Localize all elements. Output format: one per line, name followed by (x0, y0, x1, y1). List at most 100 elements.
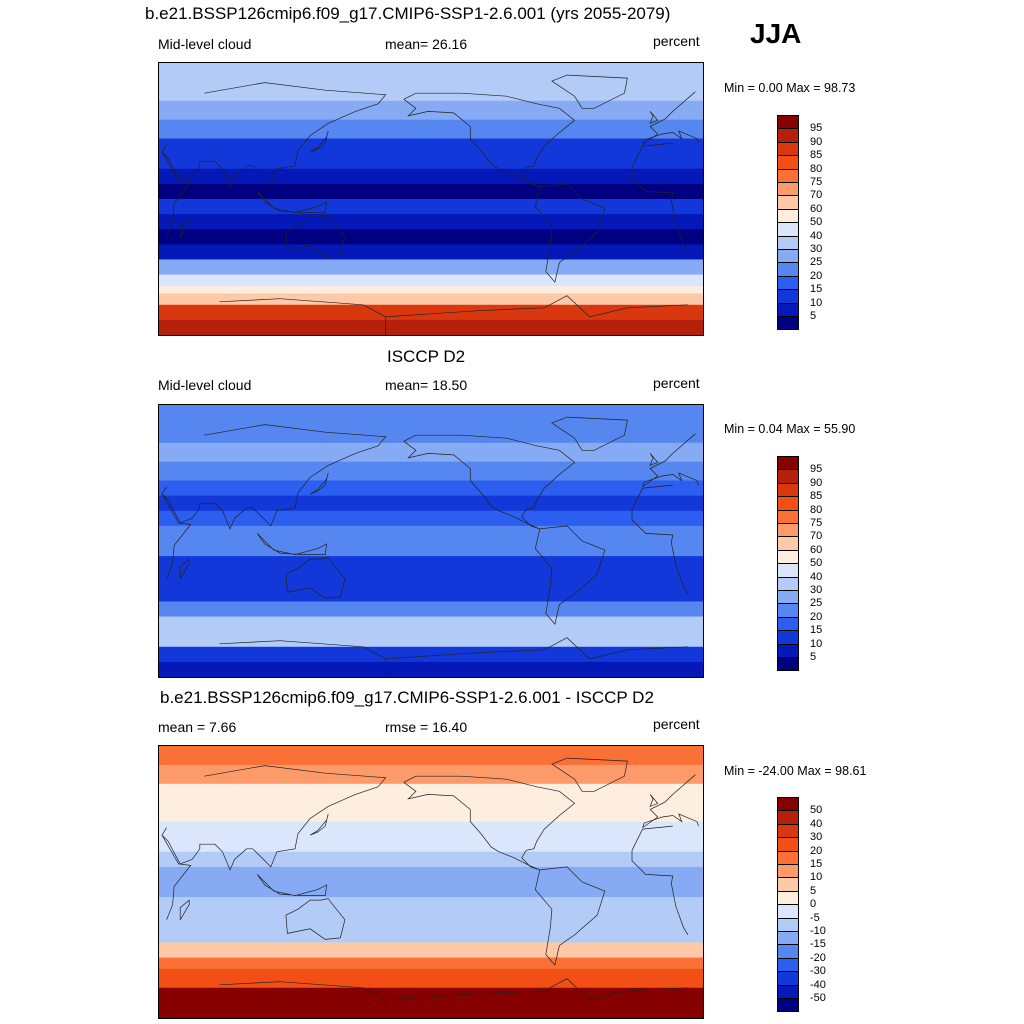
panel-3-colorbar-box-6 (777, 877, 799, 892)
panel-2-zonal-band--60 (159, 627, 703, 636)
panel-1-colorbar-box-0 (777, 115, 799, 129)
panel-3-zonal-band--85 (159, 1002, 703, 1018)
panel-2-coastline-3-0 (403, 434, 576, 530)
panel-1-colorbar-box-5 (777, 182, 799, 196)
panel-1-zonal-band--35 (159, 244, 703, 260)
panel-3-zonal-band-15 (159, 851, 703, 868)
panel-3-zonal-band--60 (159, 968, 703, 977)
panel-3-colorbar-box-10 (777, 931, 799, 945)
panel-2-colorbar-tick-label: 15 (810, 624, 823, 637)
panel-3-colorbar-tick-label: 50 (810, 804, 823, 817)
panel-2-zonal-band--5 (159, 541, 703, 557)
panel-2-coastline-6-1 (219, 640, 387, 677)
panel-1-title: b.e21.BSSP126cmip6.f09_g17.CMIP6-SSP1-2.… (145, 4, 671, 23)
panel-3-colorbar-box-0 (777, 797, 799, 811)
panel-2-colorbar-box-15 (777, 657, 799, 671)
panel-2-coastline-0-1 (161, 424, 387, 530)
panel-3-coastline-1-1 (161, 835, 192, 920)
season-label: JJA (750, 18, 802, 49)
panel-1-coastline-0-0 (642, 91, 696, 145)
panel-2-coastline-0-2 (642, 472, 699, 487)
panel-1-coastline-6-0 (385, 295, 688, 318)
panel-3-zonal-band--5 (159, 882, 703, 898)
panel-2-coastline-4-0 (534, 525, 606, 625)
panel-3-colorbar-tick-label: -20 (810, 951, 826, 964)
panel-2-colorbar-tick-label: 50 (810, 557, 823, 570)
panel-1-coastline-2-0 (285, 215, 346, 257)
panel-1-coastline-1-1 (161, 152, 192, 237)
panel-1-colorbar-tick-label: 25 (810, 256, 823, 269)
panel-1-map (158, 62, 704, 336)
panel-2-colorbar-box-5 (777, 523, 799, 537)
panel-2-title: ISCCP D2 (387, 347, 466, 366)
panel-3-coastline-3-0 (403, 775, 576, 871)
panel-2-zonal-band-25 (159, 495, 703, 512)
panel-2-colorbar-tick-label: 85 (810, 490, 823, 503)
panel-2-zonal-band--15 (159, 556, 703, 572)
panel-2-colorbar-box-1 (777, 469, 799, 484)
panel-2-mean-label: mean= 18.50 (385, 377, 468, 393)
panel-2-zonal-band--55 (159, 616, 703, 629)
panel-1-zonal-band--85 (159, 319, 703, 335)
panel-3-colorbar-box-11 (777, 944, 799, 959)
panel-2-coastline-0-0 (642, 433, 696, 487)
panel-2-zonal-band--35 (159, 586, 703, 602)
panel-3-zonal-band-35 (159, 821, 703, 838)
panel-2-zonal-band--25 (159, 571, 703, 587)
panel-1-colorbar-tick-label: 5 (810, 310, 817, 322)
panel-2-coastline-7-0 (309, 472, 329, 495)
panel-1-coastline-9-0 (179, 216, 190, 237)
panel-3-coastline-6-1 (219, 981, 387, 1018)
panel-3-colorbar-tick-label: -10 (810, 925, 826, 937)
panel-2-colorbar-tick-label: 40 (810, 570, 823, 583)
panel-1-colorbar-tick-label: 40 (810, 229, 823, 242)
panel-3-title: b.e21.BSSP126cmip6.f09_g17.CMIP6-SSP1-2.… (160, 688, 654, 707)
panel-1-zonal-band--15 (159, 214, 703, 230)
panel-2-zonal-band--45 (159, 601, 703, 618)
panel-2-colorbar-tick-label: 25 (810, 597, 823, 610)
panel-1-zonal-band--5 (159, 199, 703, 215)
panel-1-zonal-band-45 (159, 119, 703, 140)
panel-1-zonal-band--45 (159, 259, 703, 276)
panel-3-rmse-label: rmse = 16.40 (385, 719, 468, 735)
panel-2-colorbar-tick-label: 10 (810, 637, 823, 650)
panel-1-variable-label: Mid-level cloud (158, 36, 252, 52)
panel-3-colorbar-box-9 (777, 917, 799, 932)
panel-2-colorbar-box-3 (777, 496, 799, 510)
panel-2-colorbar-box-10 (777, 590, 799, 604)
panel-3-colorbar-box-8 (777, 904, 799, 918)
panel-1-coastline-1-0 (631, 142, 673, 168)
panel-1-zonal-band--25 (159, 229, 703, 245)
panel-1-colorbar-tick-label: 70 (810, 189, 823, 202)
panel-2-coastline-9-0 (179, 558, 190, 579)
panel-1-zonal-band-85 (159, 63, 703, 83)
panel-3-coastline-9-0 (179, 899, 190, 920)
panel-2-zonal-band-45 (159, 461, 703, 482)
panel-1-colorbar-tick-label: 30 (810, 243, 823, 255)
panel-3-colorbar-box-15 (777, 998, 799, 1012)
panel-3-zonal-band--75 (159, 987, 703, 1004)
panel-2-colorbar-tick-label: 70 (810, 530, 823, 543)
panel-3-colorbar-tick-label: 0 (810, 898, 817, 911)
panel-3-coastline-0-0 (642, 774, 696, 828)
panel-1-minmax: Min = 0.00 Max = 98.73 (724, 81, 856, 95)
panel-3-zonal-band-25 (159, 836, 703, 853)
panel-2-zonal-band-85 (159, 405, 703, 425)
panel-2-zonal-band-35 (159, 480, 703, 497)
panel-1-zonal-band-70 (159, 81, 703, 102)
panel-3-units-label: percent (653, 716, 700, 732)
panel-2-colorbar-box-8 (777, 563, 799, 577)
panel-1-colorbar-box-8 (777, 222, 799, 236)
panel-1-zonal-band-25 (159, 153, 703, 170)
panel-2-variable-label: Mid-level cloud (158, 377, 252, 393)
panel-3-zonal-band-60 (159, 783, 703, 804)
panel-2-coastline-1-1 (161, 494, 192, 579)
panel-3-colorbar-box-2 (777, 823, 799, 838)
panel-3-colorbar-tick-label: 40 (810, 817, 823, 830)
panel-2-coastline-2-0 (285, 557, 346, 599)
panel-2-minmax: Min = 0.04 Max = 55.90 (724, 422, 856, 436)
panel-1-colorbar-box-14 (777, 302, 799, 317)
panel-1-coastline-10-0 (649, 111, 659, 125)
panel-3-coastline-0-1 (161, 765, 387, 871)
panel-1-colorbar-box-12 (777, 275, 799, 290)
